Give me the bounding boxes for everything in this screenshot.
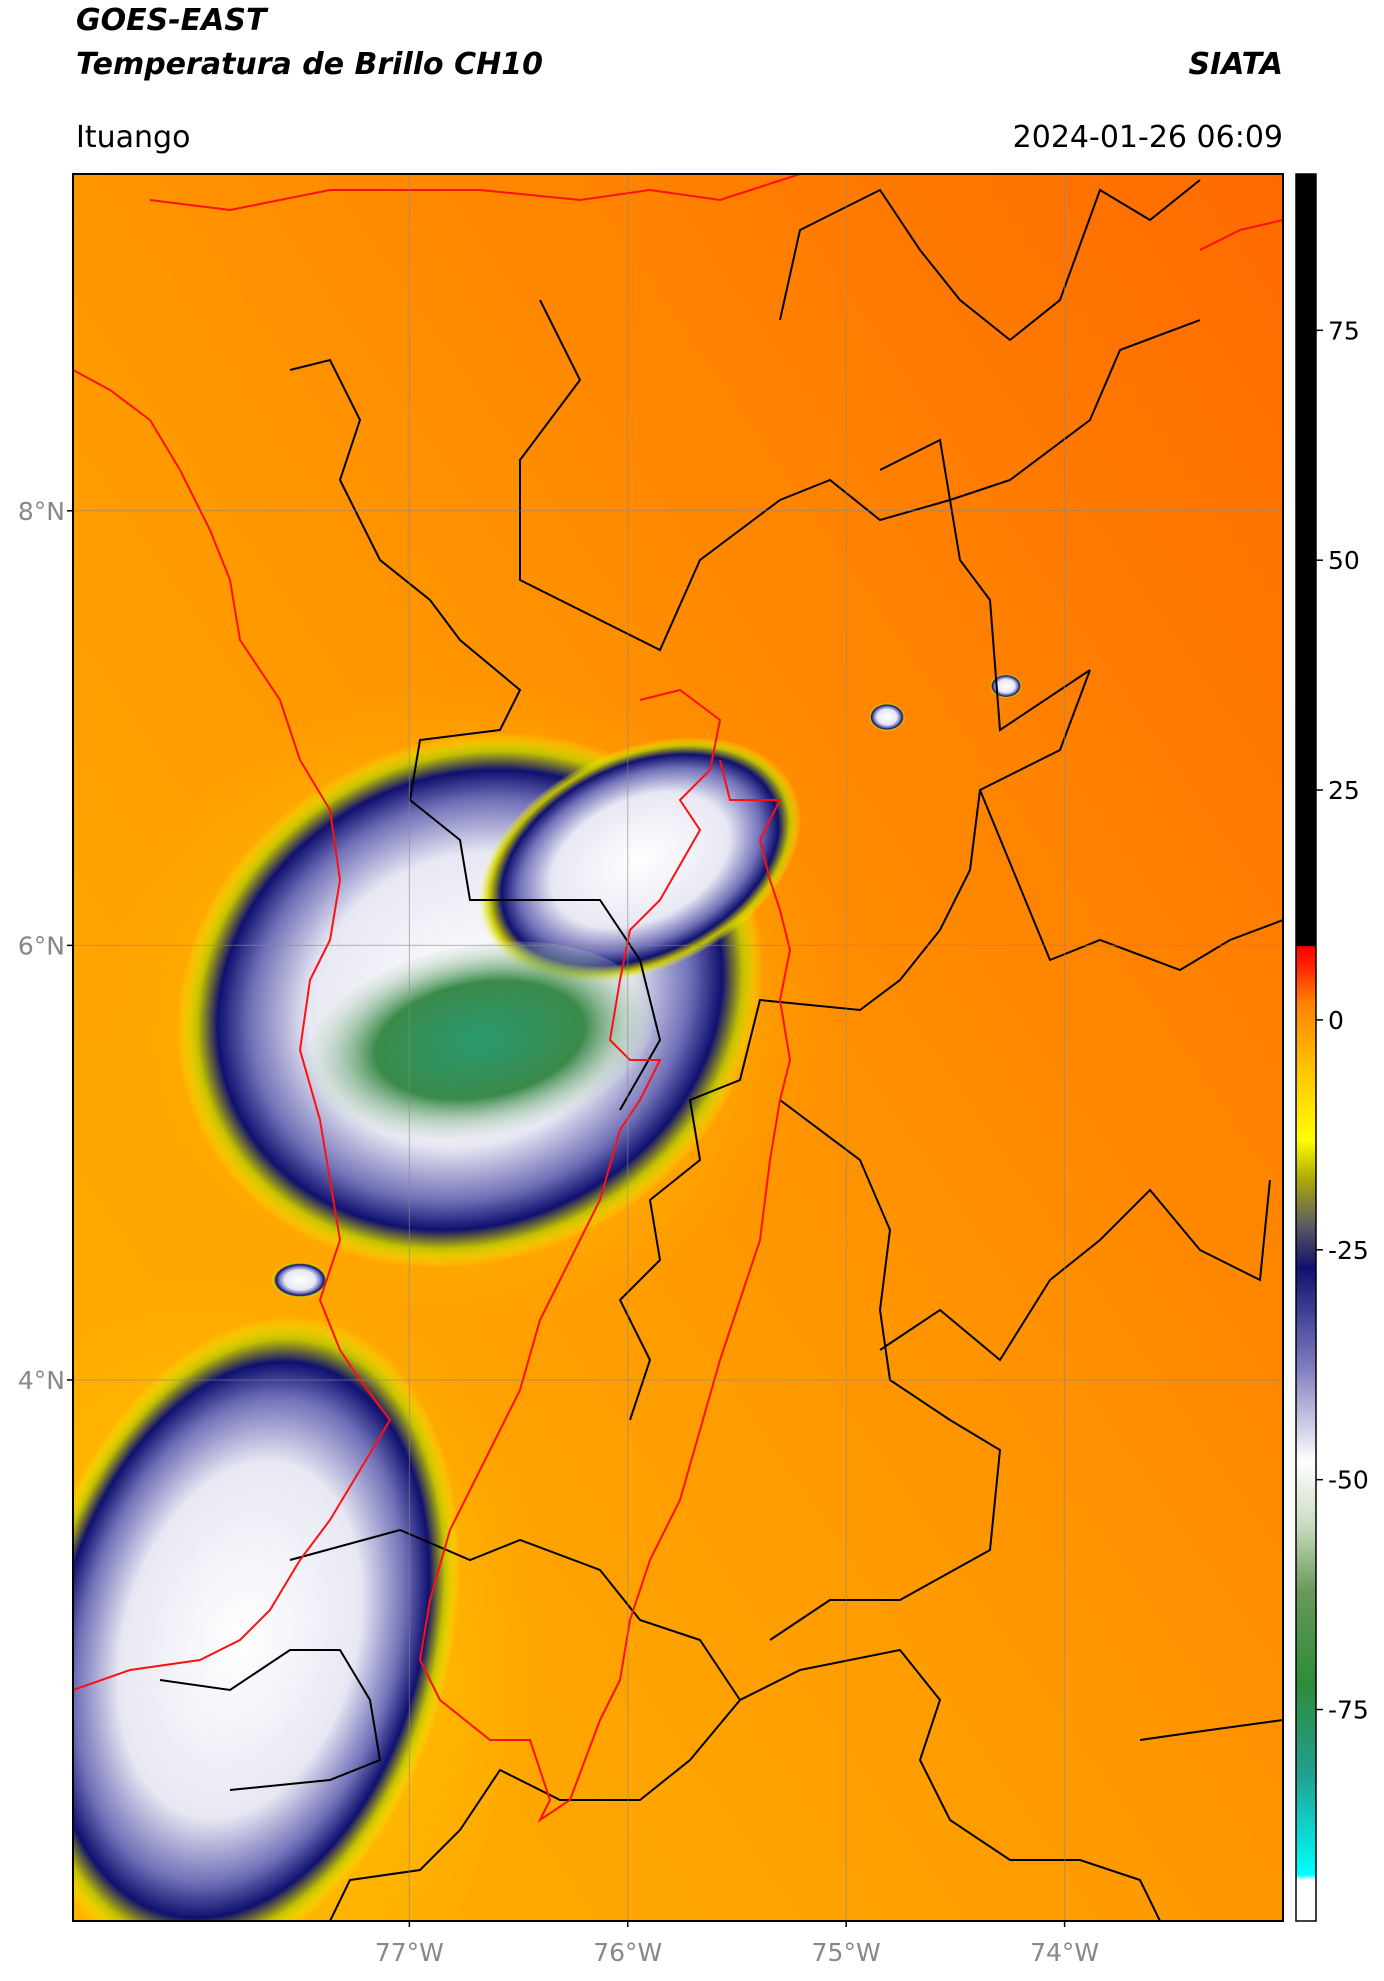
cloud — [479, 737, 801, 983]
map-frame — [72, 173, 1284, 1922]
colorbar-segment — [1296, 173, 1316, 946]
colorbar-segment — [1296, 1221, 1316, 1269]
colorbar-segment — [1296, 1525, 1316, 1591]
colorbar-segment — [1296, 1681, 1316, 1775]
satellite-title: GOES-EAST — [76, 3, 269, 38]
colorbar-tick-label: -50 — [1328, 1466, 1369, 1495]
lon-tick-label: 77°W — [375, 1938, 444, 1967]
lon-tick-label: 75°W — [812, 1938, 881, 1967]
colorbar-segment — [1296, 1267, 1316, 1370]
colorbar-frame — [1295, 173, 1317, 1922]
colorbar-tick-label: 25 — [1328, 776, 1360, 805]
cloud — [869, 703, 905, 731]
map-imagery — [73, 174, 1283, 1921]
lat-tick-label: 4°N — [18, 1366, 65, 1395]
colorbar-tick-label: -25 — [1328, 1236, 1369, 1265]
colorbar-segment — [1296, 1065, 1316, 1140]
colorbar-segment — [1296, 945, 1316, 966]
axis-labels: 77°W 76°W 75°W 74°W 8°N 6°N 4°N — [18, 497, 1099, 1967]
borders — [159, 179, 1283, 1921]
graticule — [73, 174, 1283, 1921]
colorbar-tick-label: 75 — [1328, 316, 1360, 345]
lon-tick-label: 76°W — [593, 1938, 662, 1967]
colorbar-tick-label: 50 — [1328, 546, 1360, 575]
colorbar: 75 50 25 0 -25 -50 -75 — [1295, 173, 1369, 1922]
colorbar-segment — [1296, 1773, 1316, 1876]
cloud — [272, 1262, 328, 1298]
colorbar-tick-label: -75 — [1328, 1696, 1369, 1725]
colorbar-segment — [1296, 1138, 1316, 1177]
colorbar-segment — [1296, 1175, 1316, 1223]
colorbar-segment — [1296, 964, 1316, 1003]
institution: SIATA — [1189, 47, 1283, 82]
colorbar-segment — [1296, 1589, 1316, 1683]
cloud — [990, 674, 1022, 698]
datetime: 2024-01-26 06:09 — [1013, 120, 1283, 155]
product-title: Temperatura de Brillo CH10 — [76, 47, 543, 82]
cloud-core — [306, 941, 654, 1139]
colorbar-segment — [1296, 1460, 1316, 1527]
colorbar-segment — [1296, 1874, 1316, 1881]
lon-tick-label: 74°W — [1030, 1938, 1099, 1967]
colorbar-segment — [1296, 1879, 1316, 1922]
colorbar-segment — [1296, 1368, 1316, 1462]
lat-tick-label: 6°N — [18, 931, 65, 960]
department-borders — [73, 174, 1283, 1823]
colorbar-segment — [1296, 1001, 1316, 1067]
colorbar-tick-label: 0 — [1328, 1006, 1344, 1035]
location: Ituango — [76, 120, 190, 155]
lat-tick-label: 8°N — [18, 497, 65, 526]
